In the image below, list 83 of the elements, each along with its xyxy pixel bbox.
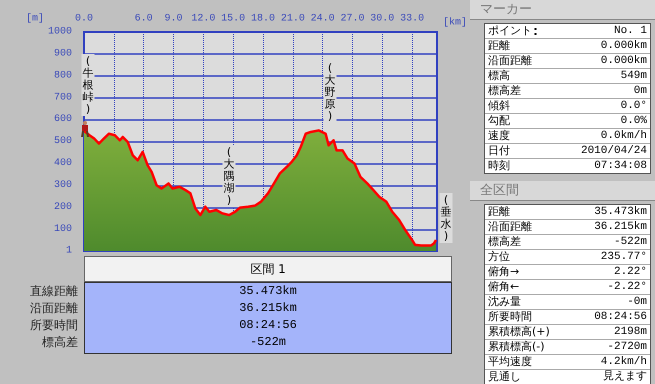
category-label: 沿面距離 — [488, 54, 532, 68]
category-label: 俯角→ — [488, 265, 520, 279]
text: 549m — [620, 70, 647, 82]
category-label: ポイント — [488, 24, 533, 38]
x-tick-label: 9.0 — [164, 14, 182, 24]
text: 36.215km — [239, 301, 297, 315]
y-tick-label: 900 — [54, 48, 72, 60]
x-tick-label: 15.0 — [221, 14, 246, 24]
category-label: 日付 — [488, 144, 510, 158]
x-tick-label: 27.0 — [340, 14, 364, 24]
y-tick-label: 100 — [54, 224, 72, 235]
text: 0m — [634, 85, 647, 97]
text: No. 1 — [614, 25, 647, 37]
text: 0.0° — [620, 100, 647, 112]
y-tick-label: 700 — [54, 92, 72, 104]
category-label: 直線距離 — [30, 283, 78, 300]
y-axis-title: [m] — [26, 12, 44, 24]
x-tick-label: 0.0 — [74, 14, 94, 24]
text: 区間 1 — [84, 256, 452, 282]
text: -2720m — [607, 341, 647, 353]
text: 235.77° — [600, 251, 647, 263]
category-label: 傾斜 — [488, 99, 510, 113]
category-label: 所要時間 — [30, 317, 78, 334]
y-tick-label: 400 — [54, 158, 72, 170]
category-label: 見通し — [488, 370, 521, 384]
category-label: 俯角← — [488, 280, 520, 294]
x-tick-label: 12.0 — [191, 14, 216, 24]
text: 0.0km/h — [600, 130, 647, 142]
text: 0.0% — [620, 115, 647, 127]
text: -2.22° — [607, 281, 647, 293]
text: 07:34:08 — [594, 160, 647, 172]
category-label: 沿面距離 — [488, 220, 532, 234]
y-tick-label: 200 — [54, 202, 72, 213]
y-tick-label: 800 — [54, 70, 72, 82]
x-tick-label: 6.0 — [134, 14, 153, 24]
x-tick-label: 18.0 — [250, 14, 275, 24]
y-tick-label: 1000 — [48, 26, 72, 38]
category-label: 標高差 — [488, 84, 521, 98]
category-label: 所要時間 — [488, 310, 532, 324]
text: マーカー — [470, 0, 655, 20]
category-label: 時刻 — [488, 159, 510, 173]
text: 36.215km — [594, 221, 647, 233]
text: 35.473km — [239, 284, 297, 298]
annotation: (牛根峠) — [82, 54, 94, 116]
text: 08:24:56 — [594, 311, 647, 323]
category-label: 標高差 — [488, 235, 521, 249]
text: 0.000km — [600, 55, 647, 67]
text: -522m — [250, 335, 286, 349]
x-tick-label: 21.0 — [280, 14, 305, 24]
x-tick-label: 30.0 — [370, 14, 394, 24]
category-label: 勾配 — [488, 114, 510, 128]
x-tick-label: 24.0 — [310, 14, 335, 24]
y-tick-label: 1 — [66, 246, 72, 256]
category-label: 標高 — [488, 69, 510, 83]
category-label: 沿面距離 — [30, 300, 78, 317]
category-label: 距離 — [488, 205, 510, 219]
category-label: 方位 — [488, 250, 510, 264]
category-label: 標高差 — [42, 334, 78, 351]
category-label: 累積標高(+) — [488, 325, 550, 339]
x-axis-title: [km] — [442, 16, 468, 28]
text: 08:24:56 — [239, 318, 297, 332]
text: 4.2km/h — [600, 356, 647, 368]
category-label: 平均速度 — [488, 355, 532, 369]
text: 見えます — [603, 371, 647, 383]
text: (垂水) — [440, 194, 452, 242]
text: 2198m — [614, 326, 647, 338]
annotation: (大野原) — [324, 62, 336, 122]
text: -522m — [614, 236, 647, 248]
category-label: 距離 — [488, 39, 510, 53]
x-tick-label: 33.0 — [400, 14, 424, 24]
text: 35.473km — [594, 206, 647, 218]
category-label: 累積標高(-) — [488, 340, 545, 354]
text: 2.22° — [614, 266, 647, 278]
annotation: (大隅湖) — [224, 146, 234, 206]
category-label: 沈み量 — [488, 295, 521, 309]
text: -0m — [627, 296, 647, 308]
y-tick-label: 300 — [54, 180, 72, 191]
y-tick-label: 600 — [54, 114, 72, 126]
text: 2010/04/24 — [580, 145, 647, 157]
category-label: 速度 — [488, 129, 510, 143]
text: 0.000km — [600, 40, 647, 52]
y-tick-label: 500 — [54, 136, 72, 148]
text: 全区間 — [470, 181, 655, 201]
